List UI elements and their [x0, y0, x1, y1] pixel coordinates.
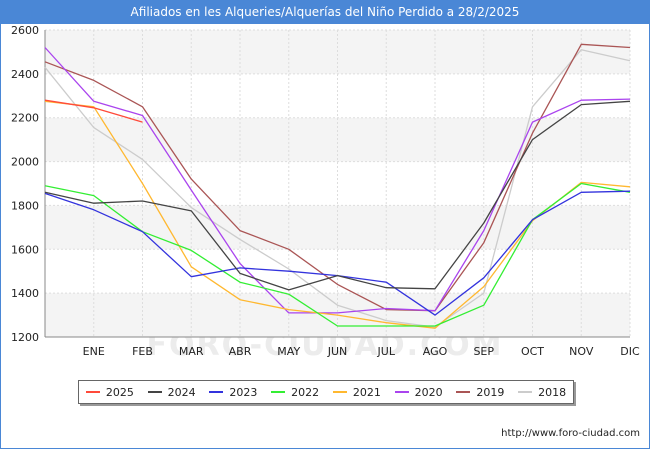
- series-line-2020: [44, 47, 631, 314]
- legend-swatch: [85, 391, 100, 393]
- y-tick-label: 2200: [11, 112, 39, 125]
- x-tick-label: SEP: [473, 345, 494, 358]
- x-tick-label: ABR: [229, 345, 252, 358]
- source-credit: http://www.foro-ciudad.com: [501, 428, 640, 439]
- legend-swatch: [147, 391, 162, 393]
- y-tick-label: 1600: [11, 243, 39, 256]
- legend-item-2021: 2021: [332, 385, 381, 399]
- series-line-2025: [44, 99, 143, 123]
- x-tick-label: OCT: [521, 345, 544, 358]
- legend-swatch: [271, 391, 286, 393]
- legend-label: 2024: [167, 385, 196, 399]
- legend-swatch: [456, 391, 471, 393]
- legend-item-2019: 2019: [456, 386, 504, 399]
- y-tick-label: 1800: [11, 199, 39, 212]
- legend-label: 2025: [105, 385, 134, 399]
- x-tick-label: JUN: [327, 345, 348, 358]
- legend-item-2018: 2018: [518, 386, 566, 399]
- legend-item-2023: 2023: [209, 386, 257, 399]
- y-tick-label: 1400: [11, 287, 39, 300]
- y-tick-labels: 1200 1400 1600 1800 2000 2200 2400 2600: [11, 24, 39, 344]
- y-tick-label: 2000: [11, 156, 39, 169]
- x-tick-label: AGO: [423, 345, 448, 358]
- legend-swatch: [209, 391, 224, 393]
- legend-item-2022: 2022: [271, 386, 319, 399]
- legend-item-2020: 2020: [394, 385, 443, 399]
- legend-label: 2023: [229, 385, 258, 399]
- legend-swatch: [518, 391, 533, 393]
- axes: [44, 30, 630, 338]
- series-line-2018: [44, 49, 631, 328]
- legend-swatch: [394, 391, 409, 393]
- x-tick-label: JUL: [377, 345, 396, 358]
- chart-title: Afiliados en les Alqueries/Alquerías del…: [0, 0, 650, 24]
- x-tick-label: NOV: [569, 345, 594, 358]
- y-tick-label: 2400: [11, 68, 39, 81]
- legend-item-2025: 2025: [85, 385, 134, 399]
- x-tick-label: FEB: [132, 345, 153, 358]
- legend-label: 2018: [538, 385, 567, 399]
- series-line-2019: [44, 43, 631, 312]
- legend-label: 2020: [414, 385, 443, 399]
- y-tick-label: 1200: [11, 331, 39, 344]
- x-tick-label: ENE: [83, 345, 105, 358]
- legend-label: 2021: [352, 385, 381, 399]
- x-tick-labels: ENE FEB MAR ABR MAY JUN JUL AGO SEP OCT NOV DIC: [83, 345, 640, 358]
- x-tick-label: MAR: [179, 345, 204, 358]
- y-tick-label: 2600: [11, 24, 39, 37]
- legend-label: 2019: [476, 385, 505, 399]
- x-tick-label: MAY: [277, 345, 300, 358]
- x-tick-label: DIC: [620, 345, 640, 358]
- legend-item-2024: 2024: [147, 385, 196, 399]
- legend-label: 2022: [291, 385, 320, 399]
- series-lines: [44, 43, 631, 329]
- series-line-2024: [44, 100, 631, 291]
- legend-swatch: [332, 391, 347, 393]
- legend: 2025 2024 2023 2022 2021 2020 2019 2018: [78, 380, 574, 404]
